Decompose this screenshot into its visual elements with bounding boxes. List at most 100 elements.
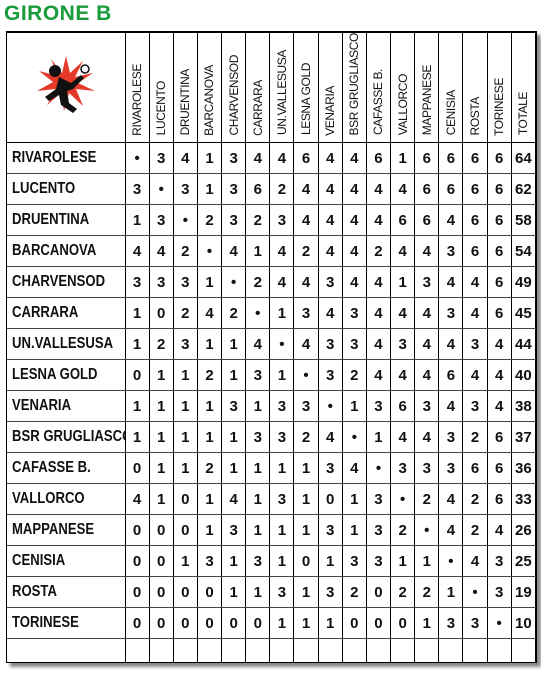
result-cell: 6 bbox=[462, 235, 488, 268]
result-cell: 4 bbox=[438, 514, 464, 547]
team-row: CAFASSE B. 0 1 1 2 1 1 1 1 3 4 • 3 3 3 6 6 36 bbox=[7, 452, 536, 485]
result-cell: 4 bbox=[317, 173, 343, 206]
result-cell: 4 bbox=[414, 328, 440, 361]
empty-cell bbox=[172, 638, 198, 662]
result-cell: 2 bbox=[341, 359, 367, 392]
result-cell: 3 bbox=[317, 328, 343, 361]
result-cell: 4 bbox=[438, 266, 464, 299]
result-cell: 2 bbox=[269, 173, 295, 206]
empty-cell bbox=[245, 638, 271, 662]
result-cell: 3 bbox=[462, 607, 488, 640]
total-cell: 49 bbox=[510, 266, 536, 299]
result-cell: 2 bbox=[462, 483, 488, 516]
column-header: ROSTA bbox=[462, 32, 488, 144]
result-cell: 1 bbox=[172, 390, 198, 423]
result-cell: 6 bbox=[414, 204, 440, 237]
result-cell: 1 bbox=[196, 514, 223, 547]
result-cell: 6 bbox=[486, 297, 512, 330]
column-header: BSR GRUGLIASCO bbox=[341, 32, 367, 144]
result-cell: 4 bbox=[293, 328, 319, 361]
team-name: BARCANOVA bbox=[12, 242, 97, 260]
result-cell: 4 bbox=[124, 483, 150, 516]
result-cell: 1 bbox=[414, 545, 440, 578]
result-cell: 1 bbox=[269, 297, 295, 330]
result-cell: 4 bbox=[390, 297, 416, 330]
result-cell: 6 bbox=[438, 359, 464, 392]
result-cell: 3 bbox=[341, 297, 367, 330]
result-cell: 6 bbox=[462, 173, 488, 206]
result-cell: 4 bbox=[365, 266, 392, 299]
result-cell: 4 bbox=[341, 204, 367, 237]
result-cell: 2 bbox=[341, 576, 367, 609]
empty-cell bbox=[148, 638, 174, 662]
result-cell: • bbox=[269, 328, 295, 361]
column-header: CARRARA bbox=[245, 32, 271, 144]
result-cell: 1 bbox=[221, 421, 247, 454]
result-cell: 3 bbox=[269, 483, 295, 516]
result-cell: 0 bbox=[245, 607, 271, 640]
result-cell: • bbox=[293, 359, 319, 392]
result-cell: 0 bbox=[124, 545, 150, 578]
empty-cell bbox=[414, 638, 440, 662]
result-cell: 2 bbox=[245, 204, 271, 237]
team-name: VENARIA bbox=[12, 397, 72, 415]
column-label: CENISIA bbox=[443, 90, 458, 136]
result-cell: 0 bbox=[196, 607, 223, 640]
team-row: LUCENTO 3 • 3 1 3 6 2 4 4 4 4 4 6 6 6 6 62 bbox=[7, 173, 536, 206]
result-cell: 4 bbox=[317, 204, 343, 237]
result-cell: 6 bbox=[438, 142, 464, 175]
result-cell: 3 bbox=[390, 452, 416, 485]
result-cell: 0 bbox=[196, 576, 223, 609]
result-cell: 4 bbox=[148, 235, 174, 268]
result-cell: 3 bbox=[486, 545, 512, 578]
result-cell: 1 bbox=[317, 545, 343, 578]
team-name: CHARVENSOD bbox=[12, 273, 106, 291]
result-cell: 1 bbox=[124, 204, 150, 237]
empty-cell bbox=[365, 638, 392, 662]
result-cell: 3 bbox=[221, 390, 247, 423]
total-cell: 25 bbox=[510, 545, 536, 578]
result-cell: 3 bbox=[317, 359, 343, 392]
team-cell: CAFASSE B. bbox=[7, 452, 126, 485]
result-cell: 1 bbox=[172, 545, 198, 578]
result-cell: 6 bbox=[390, 390, 416, 423]
team-cell: VALLORCO bbox=[7, 483, 126, 516]
result-cell: 1 bbox=[365, 421, 392, 454]
result-cell: 1 bbox=[245, 390, 271, 423]
result-cell: 1 bbox=[196, 266, 223, 299]
result-cell: 0 bbox=[172, 514, 198, 547]
result-cell: 1 bbox=[341, 514, 367, 547]
result-cell: 4 bbox=[317, 142, 343, 175]
result-cell: 0 bbox=[293, 545, 319, 578]
result-cell: 2 bbox=[414, 576, 440, 609]
column-header: TORINESE bbox=[486, 32, 512, 144]
result-cell: 1 bbox=[245, 514, 271, 547]
result-cell: 2 bbox=[148, 328, 174, 361]
team-cell: CHARVENSOD bbox=[7, 266, 126, 299]
column-header: VALLORCO bbox=[390, 32, 416, 144]
result-cell: 2 bbox=[196, 452, 223, 485]
team-row: VALLORCO 4 1 0 1 4 1 3 1 0 1 3 • 2 4 2 6 33 bbox=[7, 483, 536, 516]
empty-cell bbox=[510, 638, 536, 662]
result-cell: 6 bbox=[486, 142, 512, 175]
result-cell: 4 bbox=[317, 421, 343, 454]
result-cell: 0 bbox=[148, 607, 174, 640]
column-label: TORINESE bbox=[492, 77, 507, 136]
team-name: ROSTA bbox=[12, 583, 57, 601]
result-cell: 3 bbox=[365, 514, 392, 547]
team-row: BSR GRUGLIASCO 1 1 1 1 1 3 3 2 4 • 1 4 4 3 2 6 37 bbox=[7, 421, 536, 454]
column-label: DRUENTINA bbox=[178, 69, 193, 136]
total-cell: 19 bbox=[510, 576, 536, 609]
result-cell: 6 bbox=[486, 235, 512, 268]
empty-cell bbox=[486, 638, 512, 662]
result-cell: 4 bbox=[293, 173, 319, 206]
result-cell: 4 bbox=[414, 421, 440, 454]
result-cell: 4 bbox=[390, 359, 416, 392]
team-cell: LUCENTO bbox=[7, 173, 126, 206]
result-cell: 2 bbox=[245, 266, 271, 299]
result-cell: 4 bbox=[438, 328, 464, 361]
result-cell: 2 bbox=[462, 421, 488, 454]
result-cell: 1 bbox=[124, 390, 150, 423]
result-cell: 4 bbox=[390, 235, 416, 268]
team-cell: BARCANOVA bbox=[7, 235, 126, 268]
